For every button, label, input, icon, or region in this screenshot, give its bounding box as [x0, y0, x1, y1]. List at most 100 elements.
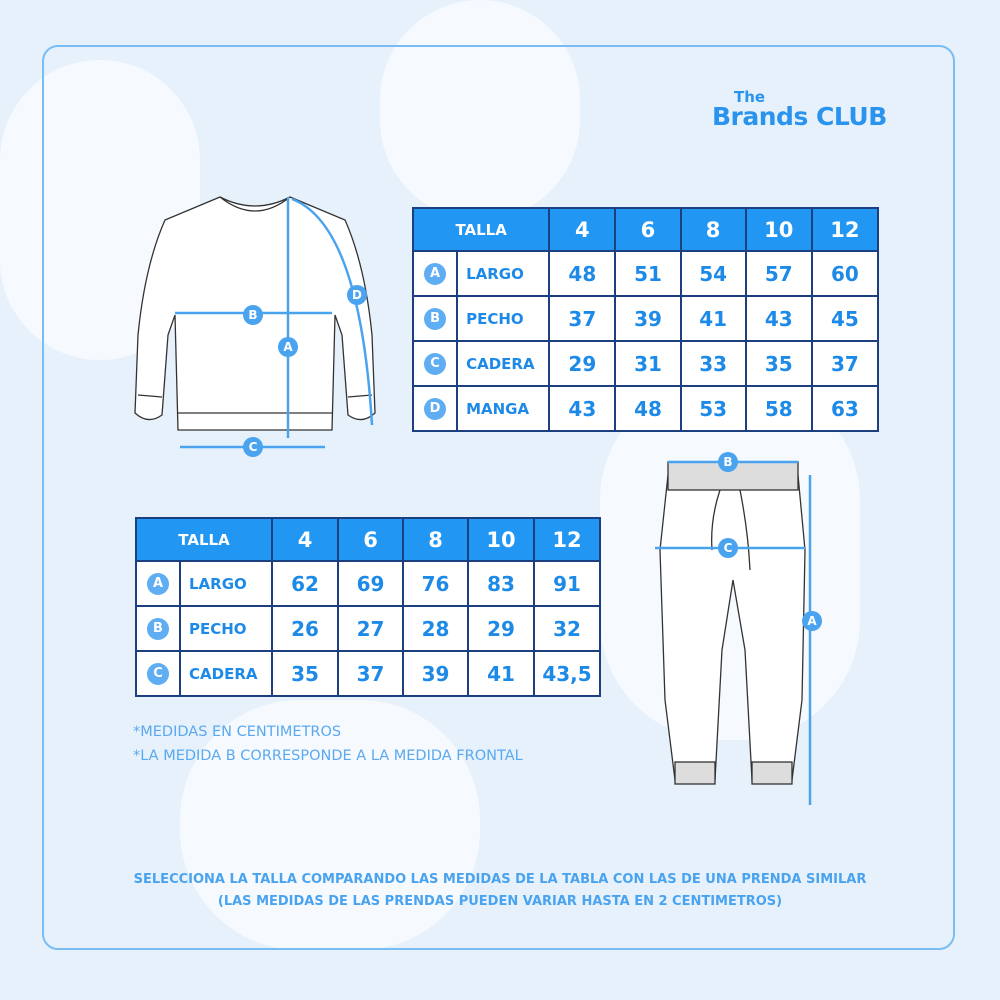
size-header: 12: [533, 517, 601, 562]
measure-value: 60: [810, 250, 880, 297]
note-measure-b: *LA MEDIDA B CORRESPONDE A LA MEDIDA FRO…: [133, 748, 523, 764]
measure-value: 35: [744, 340, 813, 387]
row-letter-cell: A: [135, 560, 181, 607]
marker-a-circle: [278, 337, 298, 357]
measure-label: PECHO: [456, 295, 551, 342]
content-frame: [42, 45, 955, 950]
talla-header: TALLA: [135, 517, 273, 562]
measure-value: 26: [271, 605, 339, 652]
measure-label: PECHO: [179, 605, 273, 652]
measure-label: LARGO: [179, 560, 273, 607]
letter-badge: C: [424, 353, 447, 375]
header-row: TALLA 4 6 8 10 12: [411, 207, 880, 252]
size-header: 12: [810, 207, 880, 252]
measure-value: 54: [679, 250, 747, 297]
table-row: D MANGA 43 48 53 58 63: [411, 385, 880, 432]
letter-badge: B: [147, 618, 169, 640]
measure-value: 37: [548, 295, 617, 342]
marker-c: C: [249, 440, 258, 454]
marker-c-circle: [243, 437, 263, 457]
row-letter-cell: C: [135, 650, 181, 697]
size-header: 8: [679, 207, 747, 252]
marker-a: A: [807, 614, 817, 628]
table-row: B PECHO 37 39 41 43 45: [411, 295, 880, 342]
row-letter-cell: C: [411, 340, 459, 387]
background-shape: [380, 0, 580, 220]
marker-c: C: [724, 541, 733, 555]
brand-logo: The Brands CLUB: [712, 88, 912, 138]
size-header: 4: [548, 207, 617, 252]
table-row: A LARGO 48 51 54 57 60: [411, 250, 880, 297]
measure-label: MANGA: [456, 385, 551, 432]
measure-label: LARGO: [456, 250, 551, 297]
measure-value: 37: [337, 650, 404, 697]
brand-logo-name: Brands CLUB: [712, 102, 887, 131]
background-shape: [180, 700, 480, 950]
marker-b: B: [248, 308, 257, 322]
pants-size-table: TALLA 4 6 8 10 12 A LARGO 62 69 76 83 91 B PECHO 26 27 28…: [135, 517, 601, 697]
sweater-illustration: A B C D: [134, 196, 376, 457]
size-header: 10: [467, 517, 535, 562]
marker-c-circle: [718, 538, 738, 558]
letter-badge: A: [424, 263, 447, 285]
size-header: 4: [271, 517, 339, 562]
measure-label: CADERA: [456, 340, 551, 387]
letter-badge: B: [424, 308, 447, 330]
measure-value: 28: [402, 605, 469, 652]
marker-d-circle: [347, 285, 367, 305]
measure-value: 51: [614, 250, 682, 297]
measure-value: 39: [402, 650, 469, 697]
measure-value: 91: [533, 560, 601, 607]
measure-value: 39: [614, 295, 682, 342]
table-row: C CADERA 35 37 39 41 43,5: [135, 650, 601, 697]
measure-value: 69: [337, 560, 404, 607]
letter-badge: C: [147, 663, 169, 685]
table-row: A LARGO 62 69 76 83 91: [135, 560, 601, 607]
measure-value: 37: [810, 340, 880, 387]
footer-line-2: (LAS MEDIDAS DE LAS PRENDAS PUEDEN VARIA…: [217, 894, 783, 909]
marker-a: A: [283, 340, 293, 354]
marker-b-circle: [243, 305, 263, 325]
measure-value: 62: [271, 560, 339, 607]
measure-value: 48: [548, 250, 617, 297]
measure-value: 43: [548, 385, 617, 432]
measure-value: 41: [467, 650, 535, 697]
measure-value: 63: [810, 385, 880, 432]
row-letter-cell: D: [411, 385, 459, 432]
measure-value: 32: [533, 605, 601, 652]
talla-header: TALLA: [411, 207, 551, 252]
measure-value: 29: [548, 340, 617, 387]
footer-line-1: SELECCIONA LA TALLA COMPARANDO LAS MEDID…: [133, 872, 867, 887]
marker-b-circle: [718, 452, 738, 472]
measure-value: 48: [614, 385, 682, 432]
brand-logo-the: The: [734, 88, 766, 106]
measure-value: 45: [810, 295, 880, 342]
marker-a-circle: [802, 611, 822, 631]
row-letter-cell: A: [411, 250, 459, 297]
measure-label: CADERA: [179, 650, 273, 697]
marker-d: D: [352, 288, 362, 302]
row-letter-cell: B: [411, 295, 459, 342]
size-header: 8: [402, 517, 469, 562]
measure-value: 83: [467, 560, 535, 607]
measure-value: 31: [614, 340, 682, 387]
sweater-size-table: TALLA 4 6 8 10 12 A LARGO 48 51 54 57 60 B PECHO 37 39 41…: [411, 207, 880, 432]
measure-value: 57: [744, 250, 813, 297]
row-letter-cell: B: [135, 605, 181, 652]
measure-value: 76: [402, 560, 469, 607]
size-header: 10: [744, 207, 813, 252]
marker-b: B: [723, 455, 732, 469]
pants-illustration: A B C: [655, 452, 822, 805]
size-header: 6: [614, 207, 682, 252]
measure-value: 43,5: [533, 650, 601, 697]
measure-value: 53: [679, 385, 747, 432]
measure-value: 58: [744, 385, 813, 432]
size-header: 6: [337, 517, 404, 562]
measure-value: 41: [679, 295, 747, 342]
header-row: TALLA 4 6 8 10 12: [135, 517, 601, 562]
letter-badge: A: [147, 573, 169, 595]
measure-value: 29: [467, 605, 535, 652]
letter-badge: D: [424, 398, 447, 420]
table-row: B PECHO 26 27 28 29 32: [135, 605, 601, 652]
measure-value: 35: [271, 650, 339, 697]
